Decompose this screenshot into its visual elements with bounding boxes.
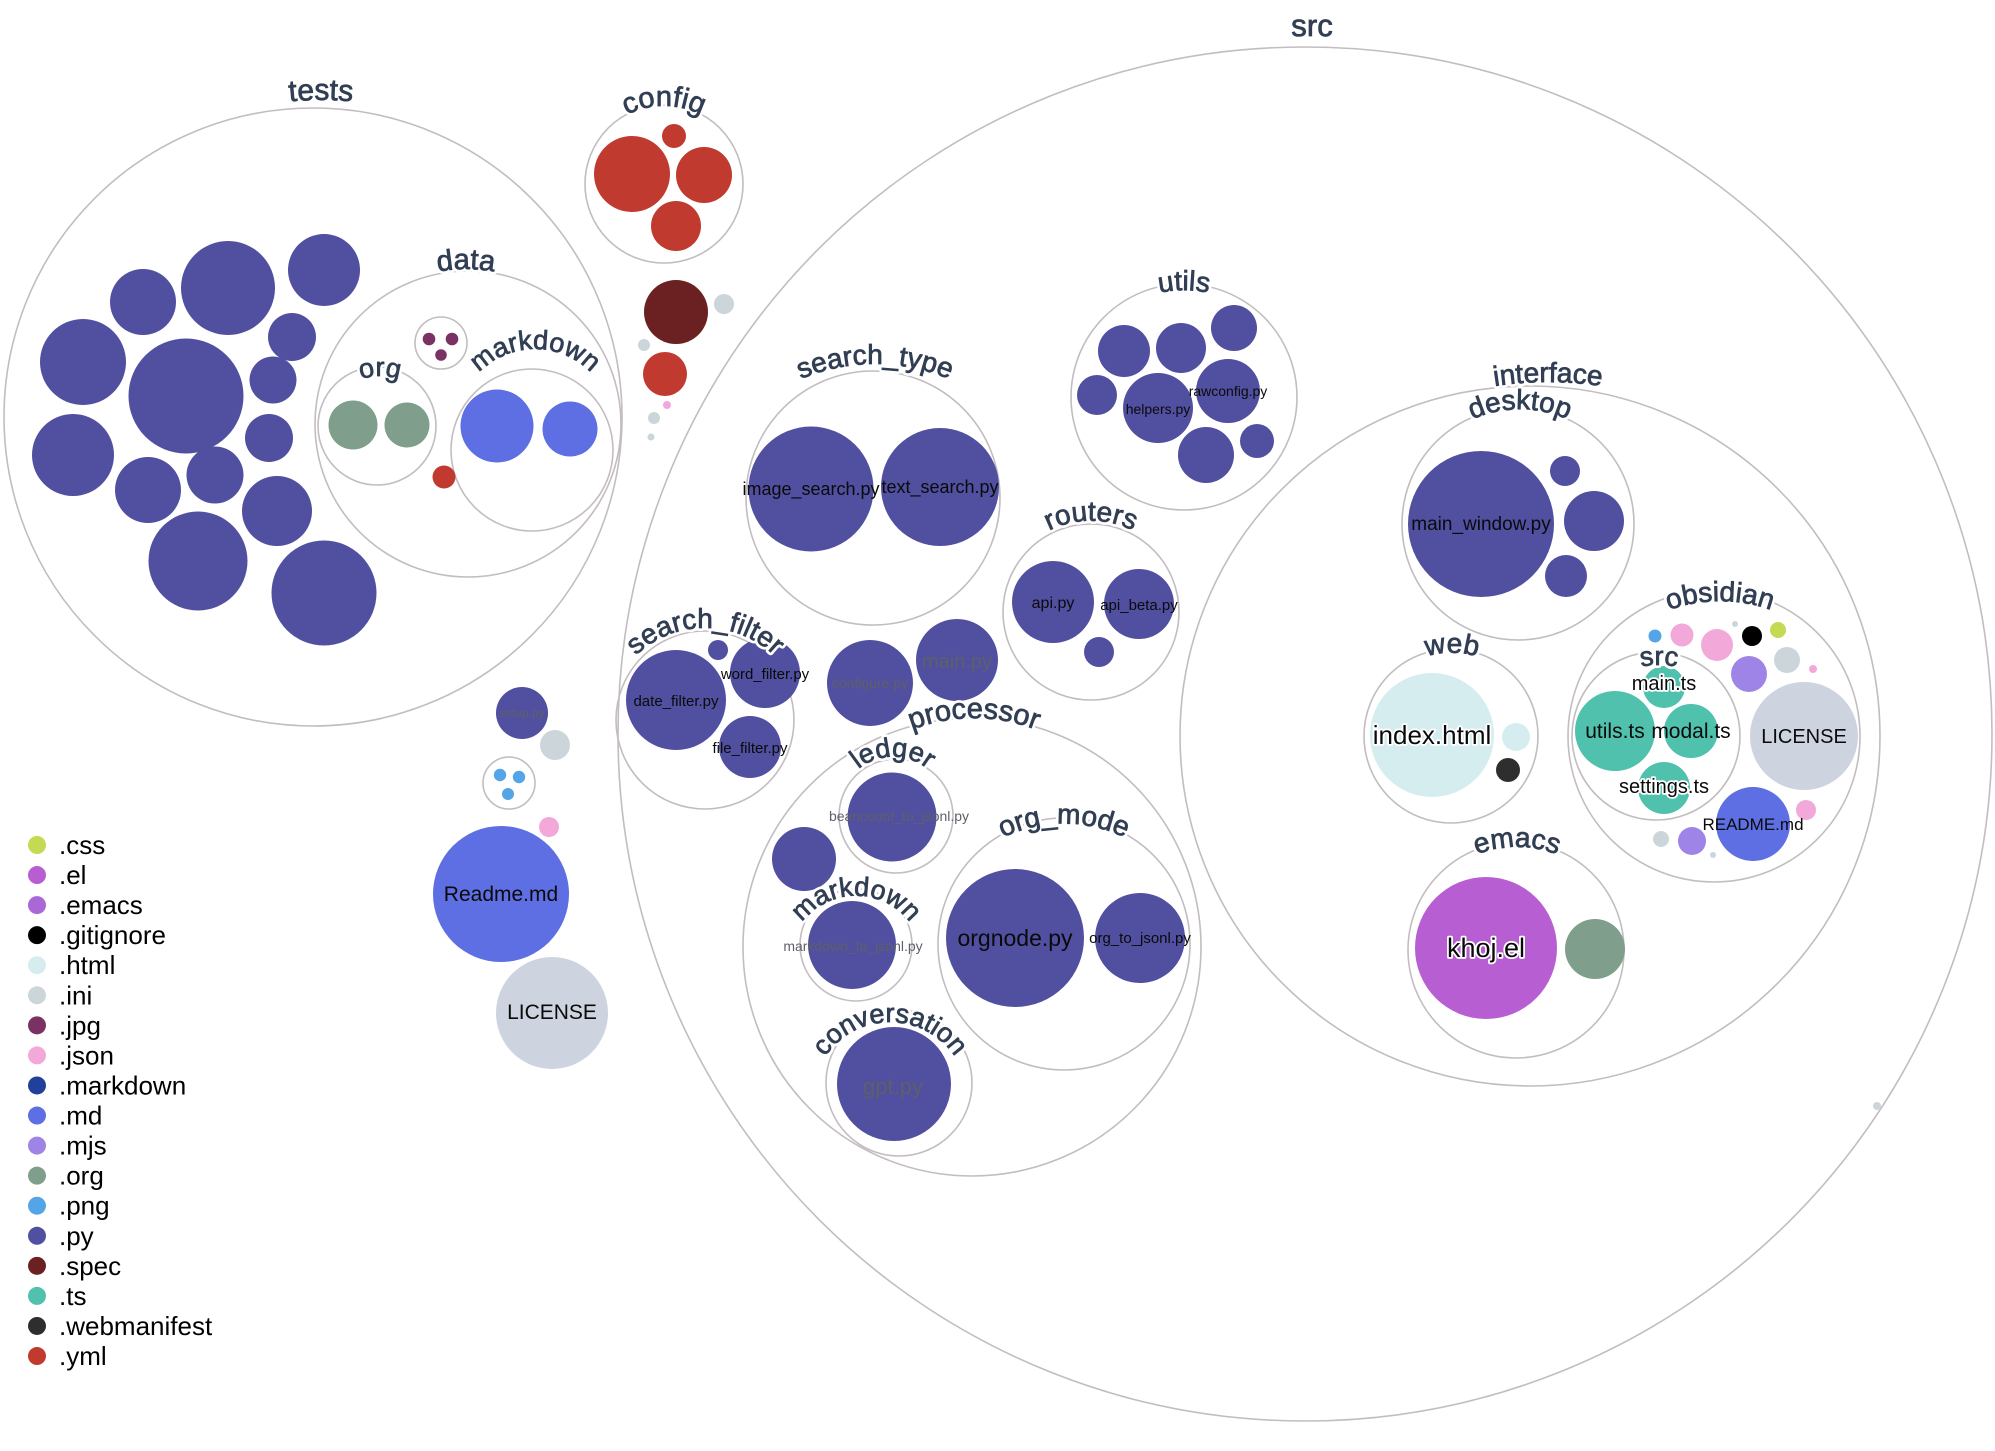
svg-text:README.md: README.md <box>1702 815 1803 834</box>
svg-text:routers: routers <box>1039 496 1143 536</box>
svg-text:.markdown: .markdown <box>59 1070 186 1100</box>
svg-text:.mjs: .mjs <box>59 1131 107 1161</box>
svg-text:.png: .png <box>59 1191 110 1221</box>
svg-text:.spec: .spec <box>59 1251 121 1281</box>
svg-text:index.html: index.html <box>1373 720 1492 750</box>
svg-text:tests: tests <box>287 74 354 109</box>
svg-text:interface: interface <box>1491 357 1605 392</box>
svg-text:.gitignore: .gitignore <box>59 920 166 950</box>
svg-text:utils: utils <box>1156 265 1213 298</box>
svg-text:.html: .html <box>59 950 115 980</box>
svg-text:src: src <box>1291 8 1333 43</box>
svg-text:.json: .json <box>59 1040 114 1070</box>
svg-text:khoj.el: khoj.el <box>1447 933 1525 963</box>
svg-text:gpt.py: gpt.py <box>863 1074 923 1099</box>
svg-text:.el: .el <box>59 860 86 890</box>
svg-text:date_filter.py: date_filter.py <box>633 693 719 710</box>
svg-text:beancount_to_jsonl.py: beancount_to_jsonl.py <box>829 808 969 824</box>
svg-text:.emacs: .emacs <box>59 890 143 920</box>
svg-text:main.ts: main.ts <box>1632 673 1696 695</box>
svg-text:api_beta.py: api_beta.py <box>1100 597 1178 614</box>
svg-text:web: web <box>1421 628 1482 662</box>
svg-text:markdown_to_jsonl.py: markdown_to_jsonl.py <box>783 938 922 954</box>
svg-text:org_to_jsonl.py: org_to_jsonl.py <box>1089 930 1191 947</box>
svg-text:.md: .md <box>59 1101 102 1131</box>
svg-text:.ini: .ini <box>59 980 92 1010</box>
svg-text:.py: .py <box>59 1221 94 1251</box>
svg-text:interface: interface <box>1491 357 1605 392</box>
svg-text:main.py: main.py <box>922 651 992 673</box>
svg-text:rawconfig.py: rawconfig.py <box>1189 383 1268 399</box>
svg-text:setup.py: setup.py <box>499 706 544 720</box>
svg-text:orgnode.py: orgnode.py <box>957 925 1073 951</box>
svg-text:org: org <box>356 352 404 385</box>
svg-text:modal.ts: modal.ts <box>1651 720 1730 743</box>
svg-text:main_window.py: main_window.py <box>1411 514 1551 535</box>
svg-text:search_type: search_type <box>792 339 958 385</box>
svg-text:.ts: .ts <box>59 1281 86 1311</box>
svg-text:word_filter.py: word_filter.py <box>720 666 810 683</box>
svg-text:.jpg: .jpg <box>59 1010 101 1040</box>
svg-text:data: data <box>435 244 498 279</box>
svg-text:data: data <box>435 244 498 279</box>
svg-text:image_search.py: image_search.py <box>742 479 879 500</box>
svg-text:web: web <box>1421 628 1482 662</box>
svg-text:settings.ts: settings.ts <box>1619 776 1709 798</box>
svg-text:api.py: api.py <box>1032 595 1075 612</box>
svg-text:src: src <box>1638 641 1681 673</box>
svg-text:utils.ts: utils.ts <box>1585 720 1645 743</box>
svg-text:Readme.md: Readme.md <box>444 883 558 906</box>
svg-text:.yml: .yml <box>59 1341 107 1371</box>
svg-text:LICENSE: LICENSE <box>1761 726 1847 748</box>
svg-text:helpers.py: helpers.py <box>1126 401 1191 417</box>
svg-text:.css: .css <box>59 830 105 860</box>
svg-text:utils: utils <box>1156 265 1213 298</box>
svg-text:.org: .org <box>59 1161 104 1191</box>
svg-text:src: src <box>1291 8 1333 43</box>
svg-text:.webmanifest: .webmanifest <box>59 1311 213 1341</box>
svg-text:configure.py: configure.py <box>832 675 908 691</box>
svg-text:LICENSE: LICENSE <box>507 1001 597 1024</box>
svg-text:src: src <box>1638 641 1681 673</box>
svg-text:org: org <box>356 352 404 385</box>
svg-text:file_filter.py: file_filter.py <box>712 740 788 757</box>
svg-text:text_search.py: text_search.py <box>881 477 998 498</box>
